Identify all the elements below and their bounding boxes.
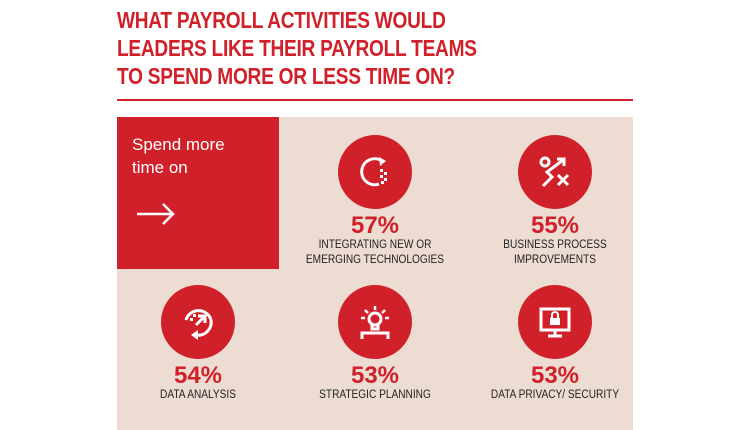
page-title: WHAT PAYROLL ACTIVITIES WOULD LEADERS LI… bbox=[117, 6, 477, 90]
divider bbox=[117, 99, 633, 101]
refresh-pixels-icon bbox=[360, 157, 387, 187]
stat-label: EMERGING TECHNOLOGIES bbox=[305, 254, 445, 266]
lightbulb-icon bbox=[360, 306, 390, 339]
stat-percent: 53% bbox=[350, 362, 400, 389]
title-line: TO SPEND MORE OR LESS TIME ON? bbox=[117, 63, 455, 89]
arrow-right-icon bbox=[137, 203, 175, 225]
stat-item: 54% DATA ANALYSIS bbox=[108, 285, 288, 403]
stat-label: INTEGRATING NEW OR bbox=[318, 239, 432, 251]
stat-percent: 55% bbox=[530, 212, 580, 239]
icon-circle bbox=[338, 135, 412, 209]
stat-percent: 53% bbox=[530, 362, 580, 389]
stat-label: IMPROVEMENTS bbox=[513, 254, 597, 266]
intro-line: time on bbox=[132, 158, 188, 177]
monitor-lock-icon bbox=[539, 307, 571, 338]
stat-label: DATA PRIVACY/ SECURITY bbox=[490, 389, 620, 401]
icon-circle bbox=[518, 285, 592, 359]
stat-label: STRATEGIC PLANNING bbox=[319, 389, 431, 401]
icon-circle bbox=[161, 285, 235, 359]
stat-item: 57% INTEGRATING NEW OR EMERGING TECHNOLO… bbox=[285, 135, 465, 268]
icon-circle bbox=[518, 135, 592, 209]
stat-item: 53% DATA PRIVACY/ SECURITY bbox=[465, 285, 645, 403]
stat-item: 55% BUSINESS PROCESS IMPROVEMENTS bbox=[465, 135, 645, 268]
stat-item: 53% STRATEGIC PLANNING bbox=[285, 285, 465, 403]
title-line: LEADERS LIKE THEIR PAYROLL TEAMS bbox=[117, 35, 477, 61]
stat-percent: 57% bbox=[350, 212, 400, 239]
title-line: WHAT PAYROLL ACTIVITIES WOULD bbox=[117, 7, 446, 33]
stat-label: BUSINESS PROCESS bbox=[503, 239, 607, 251]
intro-text: Spend more time on bbox=[132, 133, 225, 179]
stat-label: DATA ANALYSIS bbox=[160, 389, 236, 401]
intro-line: Spend more bbox=[132, 135, 225, 154]
data-cycle-icon bbox=[184, 309, 213, 340]
strategy-play-icon bbox=[539, 156, 570, 188]
intro-box: Spend more time on bbox=[117, 117, 279, 269]
stat-percent: 54% bbox=[173, 362, 223, 389]
icon-circle bbox=[338, 285, 412, 359]
